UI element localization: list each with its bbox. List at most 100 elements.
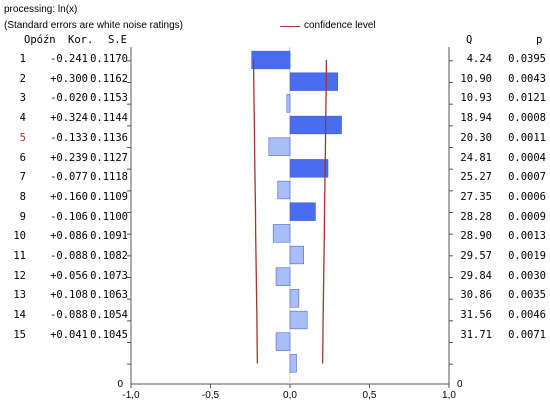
cell-p: 0.0011 (508, 131, 546, 144)
acf-bar (289, 245, 304, 265)
cell-se: 0.1118 (90, 171, 128, 184)
cell-corr: +0.160 (50, 190, 88, 203)
cell-lag: 9 (19, 210, 26, 223)
cell-corr: -0.106 (50, 210, 88, 223)
column-header-lag: Opóźn (24, 34, 56, 46)
cell-corr: -0.077 (50, 171, 88, 184)
x-tick-label: 0,0 (283, 390, 297, 401)
cell-p: 0.0030 (508, 269, 546, 282)
cell-corr: -0.088 (50, 309, 88, 322)
cell-p: 0.0071 (508, 328, 546, 341)
cell-lag: 4 (19, 112, 26, 125)
cell-lag: 2 (19, 72, 26, 85)
acf-bar (289, 310, 308, 330)
cell-se: 0.1045 (90, 328, 128, 341)
cell-lag: 1 (19, 53, 26, 65)
cell-se: 0.1091 (90, 230, 128, 243)
acf-bar (286, 94, 291, 113)
acf-bar (277, 180, 291, 200)
cell-corr: -0.133 (50, 131, 88, 144)
cell-q: 4.24 (466, 53, 492, 65)
cell-se: 0.1153 (90, 92, 128, 105)
processing-label: processing: ln(x) (4, 4, 78, 15)
column-header-p: p (536, 34, 543, 46)
cell-se: 0.1109 (90, 190, 128, 203)
acf-bar (289, 354, 297, 373)
acf-bar (289, 72, 338, 91)
cell-q: 10.90 (460, 72, 492, 85)
acf-bar (272, 224, 291, 243)
acf-bar (251, 50, 291, 70)
cell-p: 0.0007 (508, 171, 546, 184)
cell-se: 0.1100 (90, 210, 128, 223)
cell-se: 0.1054 (90, 309, 128, 322)
cell-p: 0.0006 (508, 190, 546, 203)
column-header-corr: Kor. (68, 34, 94, 46)
acf-bar (289, 115, 342, 135)
cell-q: 28.28 (460, 210, 492, 223)
cell-corr: +0.300 (50, 72, 88, 85)
right-axis-zero-label: 0 (457, 379, 463, 390)
x-tick-label: -0,5 (202, 390, 220, 401)
x-tick-label: 1,0 (442, 390, 456, 401)
cell-q: 30.86 (460, 289, 492, 302)
standard-errors-note: (Standard errors are white noise ratings… (4, 20, 183, 31)
cell-se: 0.1082 (90, 250, 128, 262)
cell-lag: 11 (13, 250, 26, 262)
cell-lag: 5 (19, 131, 26, 144)
cell-q: 25.27 (460, 171, 492, 184)
cell-se: 0.1136 (90, 131, 128, 144)
cell-q: 28.90 (460, 230, 492, 243)
cell-corr: +0.239 (50, 151, 88, 164)
cell-lag: 10 (13, 230, 26, 243)
cell-p: 0.0013 (508, 230, 546, 243)
cell-corr: +0.056 (50, 269, 88, 282)
acf-bar (289, 159, 329, 178)
column-header-se: S.E (108, 34, 127, 46)
cell-lag: 12 (13, 269, 26, 282)
cell-corr: +0.086 (50, 230, 88, 243)
cell-lag: 13 (13, 289, 26, 302)
left-axis-zero-label: 0 (117, 379, 123, 390)
cell-se: 0.1162 (90, 72, 128, 85)
cell-p: 0.0019 (508, 250, 546, 262)
acf-bar (275, 332, 291, 351)
acf-bar (275, 267, 291, 286)
cell-q: 20.30 (460, 131, 492, 144)
confidence-upper-line (321, 59, 328, 364)
cell-p: 0.0035 (508, 289, 546, 302)
cell-lag: 8 (19, 190, 26, 203)
acf-bar (289, 202, 316, 221)
cell-p: 0.0008 (508, 112, 546, 125)
cell-se: 0.1063 (90, 289, 128, 302)
cell-corr: -0.020 (50, 92, 88, 105)
cell-p: 0.0046 (508, 309, 546, 322)
cell-lag: 6 (19, 151, 26, 164)
cell-se: 0.1127 (90, 151, 128, 164)
acf-bar (268, 137, 291, 156)
cell-q: 29.57 (460, 250, 492, 262)
cell-p: 0.0121 (508, 92, 546, 105)
cell-se: 0.1170 (90, 53, 128, 65)
x-tick-label: 0,5 (363, 390, 377, 401)
cell-p: 0.0043 (508, 72, 546, 85)
cell-se: 0.1073 (90, 269, 128, 282)
cell-lag: 7 (19, 171, 26, 184)
cell-q: 29.84 (460, 269, 492, 282)
cell-q: 24.81 (460, 151, 492, 164)
cell-lag: 3 (19, 92, 26, 105)
cell-corr: +0.108 (50, 289, 88, 302)
cell-lag: 14 (13, 309, 26, 322)
confidence-lower-line (252, 59, 259, 364)
acf-bar (289, 289, 300, 308)
cell-p: 0.0009 (508, 210, 546, 223)
cell-lag: 15 (13, 328, 26, 341)
cell-corr: +0.041 (50, 328, 88, 341)
legend-confidence-swatch (280, 26, 300, 27)
cell-se: 0.1144 (90, 112, 128, 125)
cell-corr: -0.241 (50, 53, 88, 65)
cell-q: 18.94 (460, 112, 492, 125)
cell-p: 0.0004 (508, 151, 546, 164)
column-header-q: Q (466, 34, 473, 46)
